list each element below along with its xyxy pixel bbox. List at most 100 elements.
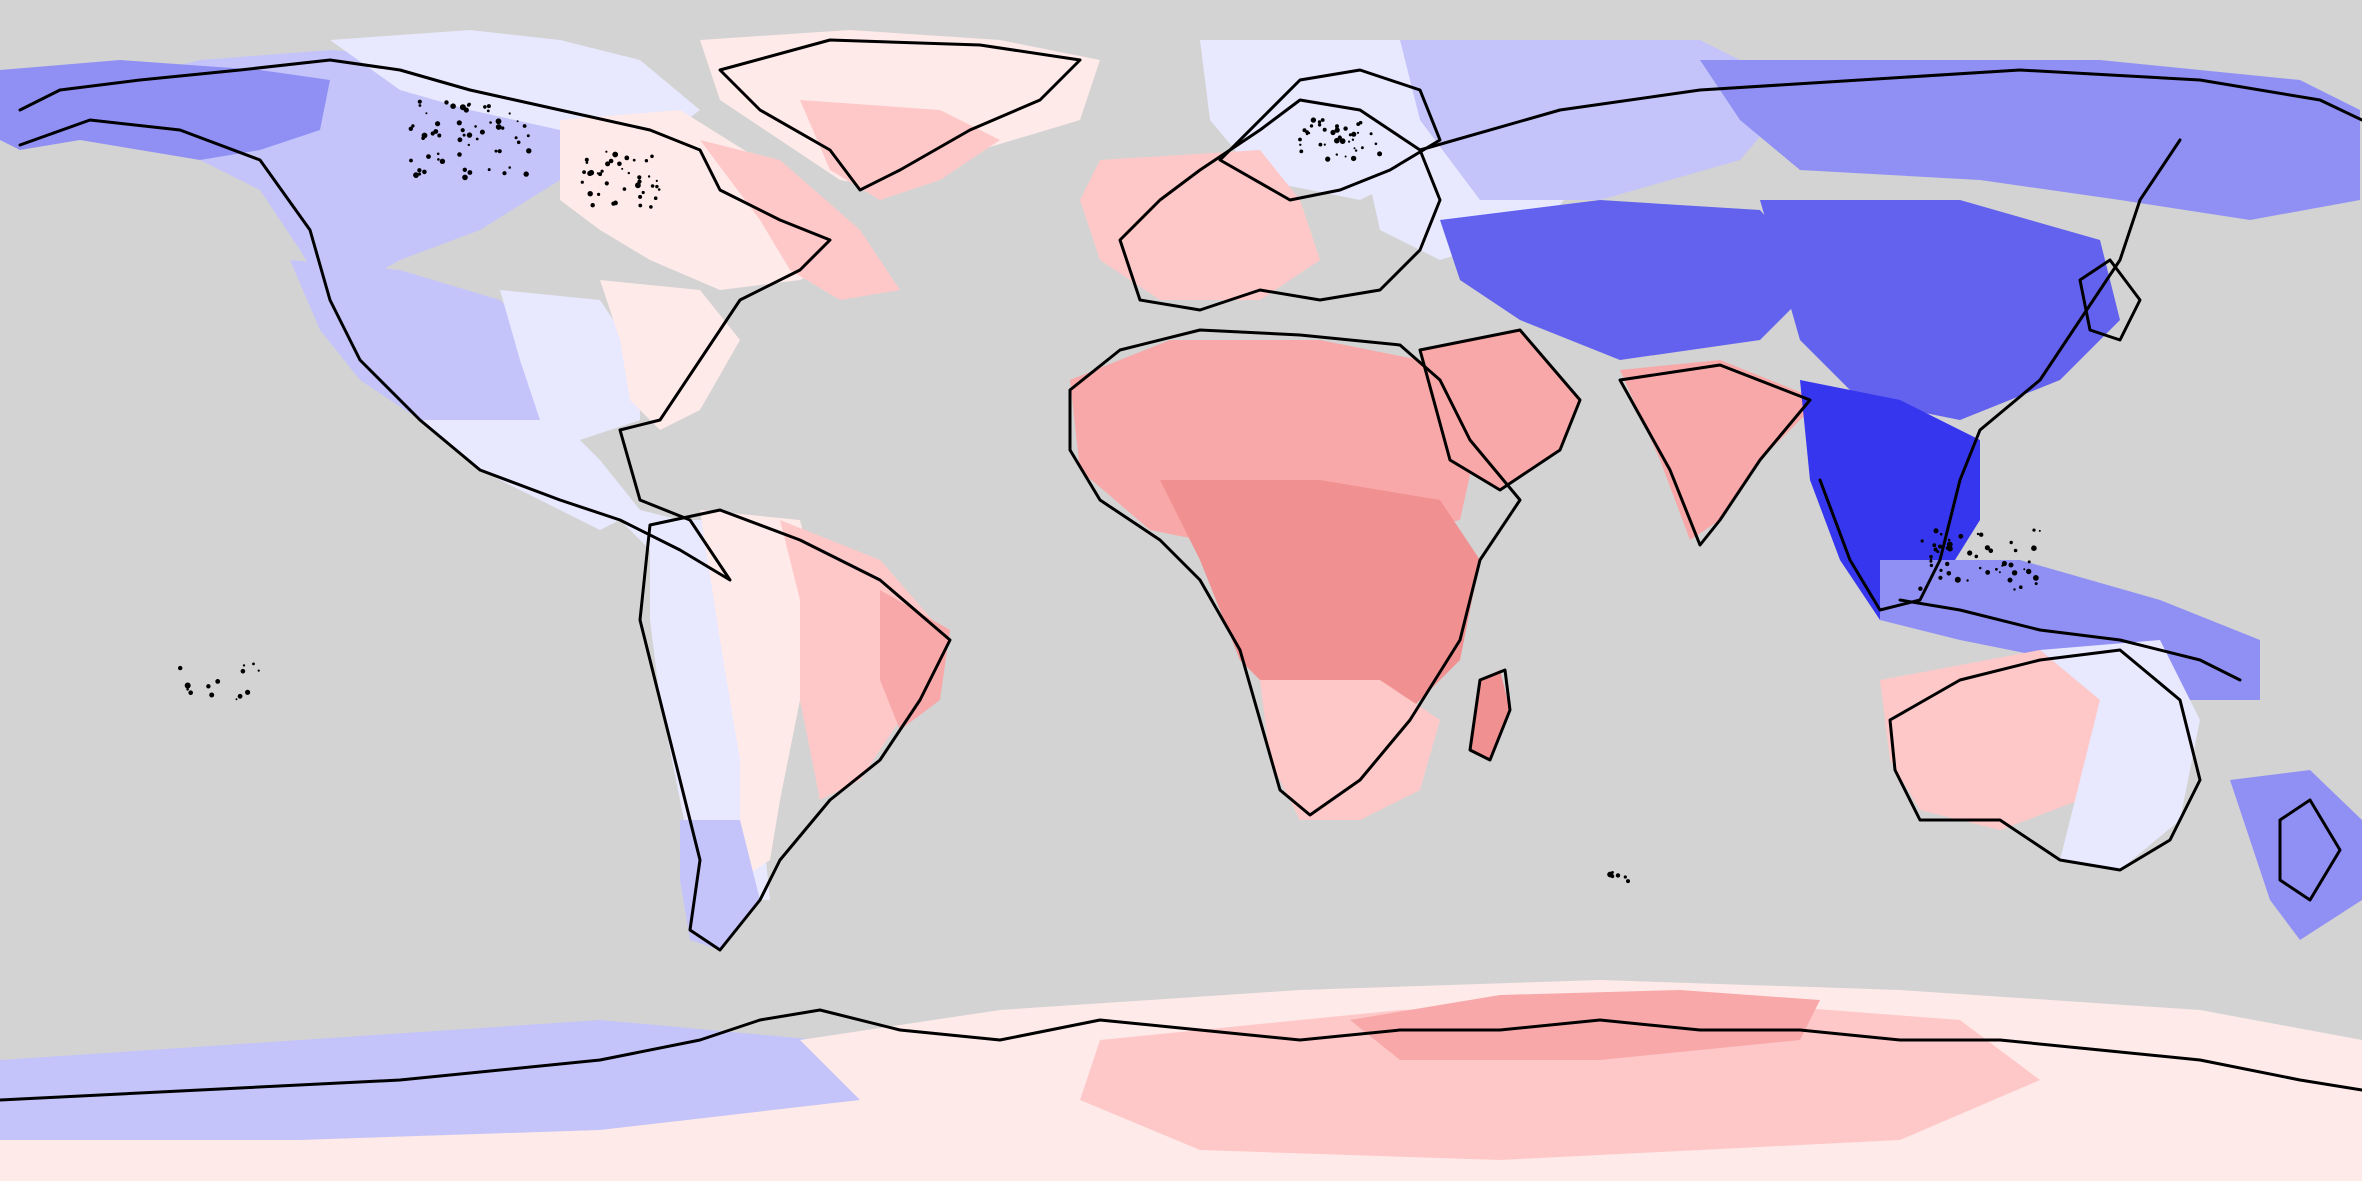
- island-speck: [215, 679, 221, 684]
- island-speck: [1976, 532, 1980, 536]
- region-central-asia: [1440, 200, 1820, 360]
- island-speck: [2009, 540, 2013, 545]
- island-speck: [2026, 568, 2032, 575]
- coastline-arabia: [1418, 328, 1582, 492]
- field-fills: [0, 30, 2362, 1181]
- region-western-usa: [290, 260, 560, 440]
- island-speck: [467, 170, 473, 175]
- island-speck: [516, 140, 521, 145]
- island-speck: [184, 682, 191, 689]
- island-speck: [1337, 135, 1342, 140]
- island-speck: [2027, 560, 2031, 564]
- island-speck: [1334, 127, 1340, 133]
- island-speck: [433, 129, 439, 134]
- island-speck: [2007, 577, 2013, 583]
- island-speck: [1626, 879, 1630, 884]
- region-eastern-australia: [2040, 640, 2200, 870]
- island-speck: [508, 166, 512, 169]
- island-speck: [437, 133, 442, 138]
- island-speck: [1351, 131, 1357, 137]
- island-speck: [1299, 143, 1302, 146]
- coastline-south-america: [638, 508, 952, 952]
- island-speck: [1947, 545, 1953, 552]
- island-speck: [605, 150, 608, 153]
- island-speck: [462, 174, 468, 181]
- island-speck: [422, 169, 427, 175]
- island-speck: [2038, 529, 2041, 532]
- island-speck: [475, 137, 479, 141]
- island-speck: [508, 112, 511, 115]
- coastline-australia: [1888, 648, 2202, 872]
- island-speck: [514, 136, 518, 140]
- island-speck: [644, 159, 649, 163]
- island-speck: [1361, 146, 1364, 150]
- island-speck: [494, 149, 498, 153]
- island-speck: [1939, 568, 1943, 573]
- island-speck: [1920, 539, 1924, 543]
- island-speck: [1933, 547, 1938, 552]
- region-china: [1760, 200, 2120, 420]
- region-patagonia: [680, 820, 760, 950]
- island-speck: [2011, 570, 2018, 576]
- island-speck: [1354, 149, 1358, 152]
- island-speck: [650, 184, 655, 188]
- island-speck: [501, 126, 505, 130]
- island-speck: [1979, 532, 1984, 537]
- island-speck: [456, 120, 462, 126]
- island-speck: [417, 99, 422, 104]
- island-speck: [1302, 128, 1307, 133]
- coastline-antarctica: [0, 1008, 2362, 1102]
- island-speck: [1339, 138, 1346, 145]
- island-speck: [2013, 548, 2018, 553]
- island-speck: [590, 203, 595, 208]
- island-speck: [657, 188, 661, 191]
- island-speck: [600, 169, 604, 173]
- island-speck: [605, 161, 611, 167]
- island-speck: [1323, 143, 1326, 146]
- island-speck: [1946, 541, 1953, 548]
- island-speck: [516, 120, 519, 123]
- island-speck: [522, 124, 527, 128]
- island-speck: [1320, 118, 1325, 122]
- island-speck: [1344, 155, 1347, 158]
- island-speck: [632, 158, 636, 162]
- island-speck: [450, 103, 456, 109]
- island-speck: [1929, 555, 1933, 559]
- coastline-greenland: [718, 38, 1082, 192]
- island-speck: [598, 172, 603, 177]
- region-arabian-peninsula: [1420, 330, 1580, 490]
- island-speck: [457, 152, 462, 157]
- region-labrador-quebec-coast: [700, 140, 900, 300]
- island-speck: [649, 205, 653, 209]
- island-speck: [242, 664, 246, 667]
- island-speck: [178, 665, 183, 671]
- island-speck: [487, 168, 491, 172]
- island-speck: [444, 100, 449, 105]
- island-speck: [1995, 567, 1998, 571]
- island-speck: [1947, 538, 1951, 542]
- island-speck: [483, 105, 487, 109]
- island-speck: [1309, 124, 1314, 128]
- island-speck: [2001, 564, 2004, 567]
- island-speck: [1985, 570, 1991, 575]
- island-speck: [245, 689, 251, 695]
- island-speck: [439, 158, 446, 164]
- island-speck: [1984, 545, 1990, 551]
- coastline-scandinavia: [1218, 68, 1442, 202]
- island-speck: [502, 171, 507, 176]
- island-speck: [457, 137, 463, 143]
- coastline-europe: [1118, 98, 1442, 312]
- island-speck: [1932, 543, 1937, 548]
- island-speck: [653, 196, 658, 200]
- island-speck: [486, 109, 490, 113]
- island-speck: [411, 124, 415, 128]
- island-speck: [435, 121, 441, 127]
- island-speck: [584, 157, 589, 162]
- island-speck: [2031, 545, 2037, 551]
- island-speck: [588, 169, 595, 176]
- island-speck: [585, 161, 589, 164]
- coastline-indonesia: [1898, 598, 2242, 682]
- island-speck: [462, 167, 467, 172]
- coastline-new-zealand: [2278, 798, 2342, 902]
- island-specks: [178, 99, 2041, 884]
